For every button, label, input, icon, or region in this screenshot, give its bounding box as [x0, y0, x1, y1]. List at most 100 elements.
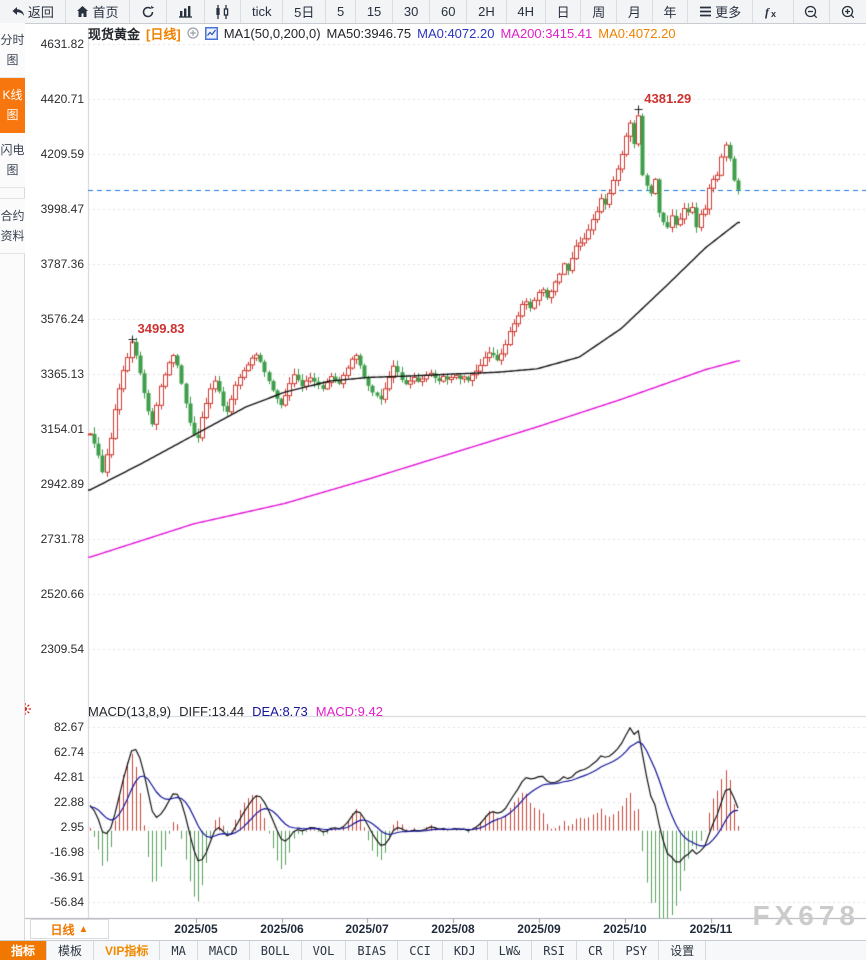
indicator-toolbar: 指标 模板 VIP指标 MA MACD BOLL VOL BIAS CCI KDJ LW& RSI CR… [0, 940, 866, 960]
macd-axis-label: -56.84 [49, 895, 84, 909]
watermark: FX678 [752, 900, 860, 931]
indicator-tab-BOLL[interactable]: BOLL [250, 941, 302, 960]
indicator-tab-CR[interactable]: CR [577, 941, 615, 960]
menu-icon [699, 6, 712, 17]
month-axis-label: 2025/10 [603, 922, 647, 936]
interval-label: [日线] [146, 26, 181, 42]
price-annotation: 3499.83 [137, 320, 185, 336]
toolbar-item-label: 60 [441, 4, 456, 19]
macd-dea-value: DEA:8.73 [252, 704, 308, 719]
toolbar-4h[interactable]: 4H [507, 0, 546, 23]
price-axis-label: 2309.54 [40, 641, 84, 656]
price-axis-label: 4209.59 [40, 146, 84, 161]
price-axis-label: 4420.71 [40, 91, 84, 106]
toolbar-item-label: 4H [517, 4, 534, 19]
toolbar-item-label: 5 [336, 4, 345, 19]
month-axis-label: 2025/09 [517, 922, 561, 936]
toolbar-item-label: 15 [366, 4, 382, 19]
indicator-tab-BIAS[interactable]: BIAS [346, 941, 399, 960]
price-axis-label: 2731.78 [40, 531, 84, 546]
indicator-tab-指标[interactable]: 指标 [0, 941, 48, 960]
toolbar-candlestick[interactable] [205, 0, 242, 23]
indicator-tab-MA[interactable]: MA [160, 941, 198, 960]
price-axis-label: 3998.47 [40, 201, 84, 216]
toolbar-item-label: 日 [556, 5, 570, 20]
sidebar-item-K线图[interactable]: K线图 [0, 78, 25, 133]
indicator-tab-VOL[interactable]: VOL [302, 941, 347, 960]
price-axis-label: 3365.13 [40, 366, 84, 381]
toolbar-item-label: 首页 [92, 5, 119, 20]
bar-chart-icon [178, 5, 193, 18]
toolbar-30[interactable]: 30 [393, 0, 431, 23]
add-indicator-icon[interactable] [187, 27, 199, 39]
toolbar-item-label: tick [251, 4, 272, 19]
sidebar-item-闪电图[interactable]: 闪电图 [0, 133, 25, 188]
indicator-tab-KDJ[interactable]: KDJ [443, 941, 488, 960]
price-axis-label: 2520.66 [40, 586, 84, 601]
toolbar-60[interactable]: 60 [430, 0, 468, 23]
toolbar-zoom-out[interactable] [794, 0, 831, 23]
price-axis-label: 2942.89 [40, 476, 84, 491]
indicator-tab-LW&[interactable]: LW& [488, 941, 533, 960]
macd-header: MACD(13,8,9) DIFF:13.44 DEA:8.73 MACD:9.… [88, 704, 383, 719]
sidebar-item-分时图[interactable]: 分时图 [0, 23, 25, 78]
month-axis-label: 2025/07 [345, 922, 389, 936]
ma-settings-text: MA1(50,0,200,0) [223, 25, 321, 41]
toolbar-refresh[interactable] [130, 0, 167, 23]
interval-chip[interactable]: 日线 ▲ [30, 919, 109, 939]
ma0-blue-value: MA0:4072.20 [417, 25, 495, 41]
symbol-name: 现货黄金 [88, 26, 141, 42]
ma200-value: MA200:3415.41 [500, 25, 593, 41]
indicator-tab-设置[interactable]: 设置 [659, 941, 707, 960]
price-axis-label: 3154.01 [40, 421, 84, 436]
month-axis-label: 2025/08 [431, 922, 475, 936]
month-axis-label: 2025/05 [174, 922, 218, 936]
indicator-tab-RSI[interactable]: RSI [532, 941, 577, 960]
sidebar-item-合约资料[interactable]: 合约资料 [0, 198, 25, 254]
month-axis-label: 2025/11 [689, 922, 733, 936]
toolbar-2h[interactable]: 2H [467, 0, 507, 23]
toolbar-menu[interactable]: 更多 [688, 0, 753, 23]
chart-title-row: 现货黄金 [日线] MA1(50,0,200,0) MA50:3946.75 M… [88, 25, 676, 42]
toolbar-item-label: 月 [627, 5, 641, 20]
top-toolbar: 返回 首页 tick 5日 5 15 30 60 2H 4H 日 周 月 年 更多 f x [0, 0, 866, 24]
toolbar-年[interactable]: 年 [653, 0, 689, 23]
price-axis-label: 3787.36 [40, 256, 84, 271]
macd-axis-label: -36.91 [49, 869, 84, 884]
toolbar-15[interactable]: 15 [356, 0, 394, 23]
toolbar-item-label: 更多 [715, 5, 742, 20]
zoom-out-icon [804, 5, 818, 19]
svg-text:f: f [765, 5, 770, 19]
indicator-tab-CCI[interactable]: CCI [398, 941, 443, 960]
toolbar-tick[interactable]: tick [241, 0, 284, 23]
toolbar-item-label: 2H [478, 4, 495, 19]
toolbar-周[interactable]: 周 [581, 0, 618, 23]
macd-axis-label: 42.81 [53, 769, 84, 784]
toolbar-back[interactable]: 返回 [0, 0, 66, 23]
macd-axis-label: 82.67 [53, 719, 84, 734]
svg-text:x: x [771, 9, 776, 19]
indicator-tab-MACD[interactable]: MACD [198, 941, 250, 960]
toolbar-月[interactable]: 月 [617, 0, 653, 23]
toolbar-5[interactable]: 5 [326, 0, 356, 23]
ma-settings-icon[interactable] [204, 26, 218, 40]
indicator-tab-PSY[interactable]: PSY [614, 941, 660, 960]
toolbar-5日[interactable]: 5日 [283, 0, 327, 23]
indicator-tab-模板[interactable]: 模板 [47, 941, 95, 960]
price-annotation: 4381.29 [644, 91, 692, 107]
indicator-tab-VIP指标[interactable]: VIP指标 [94, 941, 161, 960]
interval-chip-label: 日线 [50, 922, 75, 937]
refresh-icon [141, 5, 155, 19]
macd-axis-label: 2.95 [60, 819, 84, 834]
toolbar-zoom-in[interactable] [830, 0, 866, 23]
toolbar-日[interactable]: 日 [546, 0, 582, 23]
toolbar-home[interactable]: 首页 [66, 0, 131, 23]
price-axis-label: 4631.82 [40, 37, 84, 51]
toolbar-bar-chart[interactable] [167, 0, 205, 23]
macd-macd-value: MACD:9.42 [315, 704, 383, 719]
ma50-value: MA50:3946.75 [326, 25, 412, 41]
macd-diff-value: DIFF:13.44 [179, 704, 245, 719]
